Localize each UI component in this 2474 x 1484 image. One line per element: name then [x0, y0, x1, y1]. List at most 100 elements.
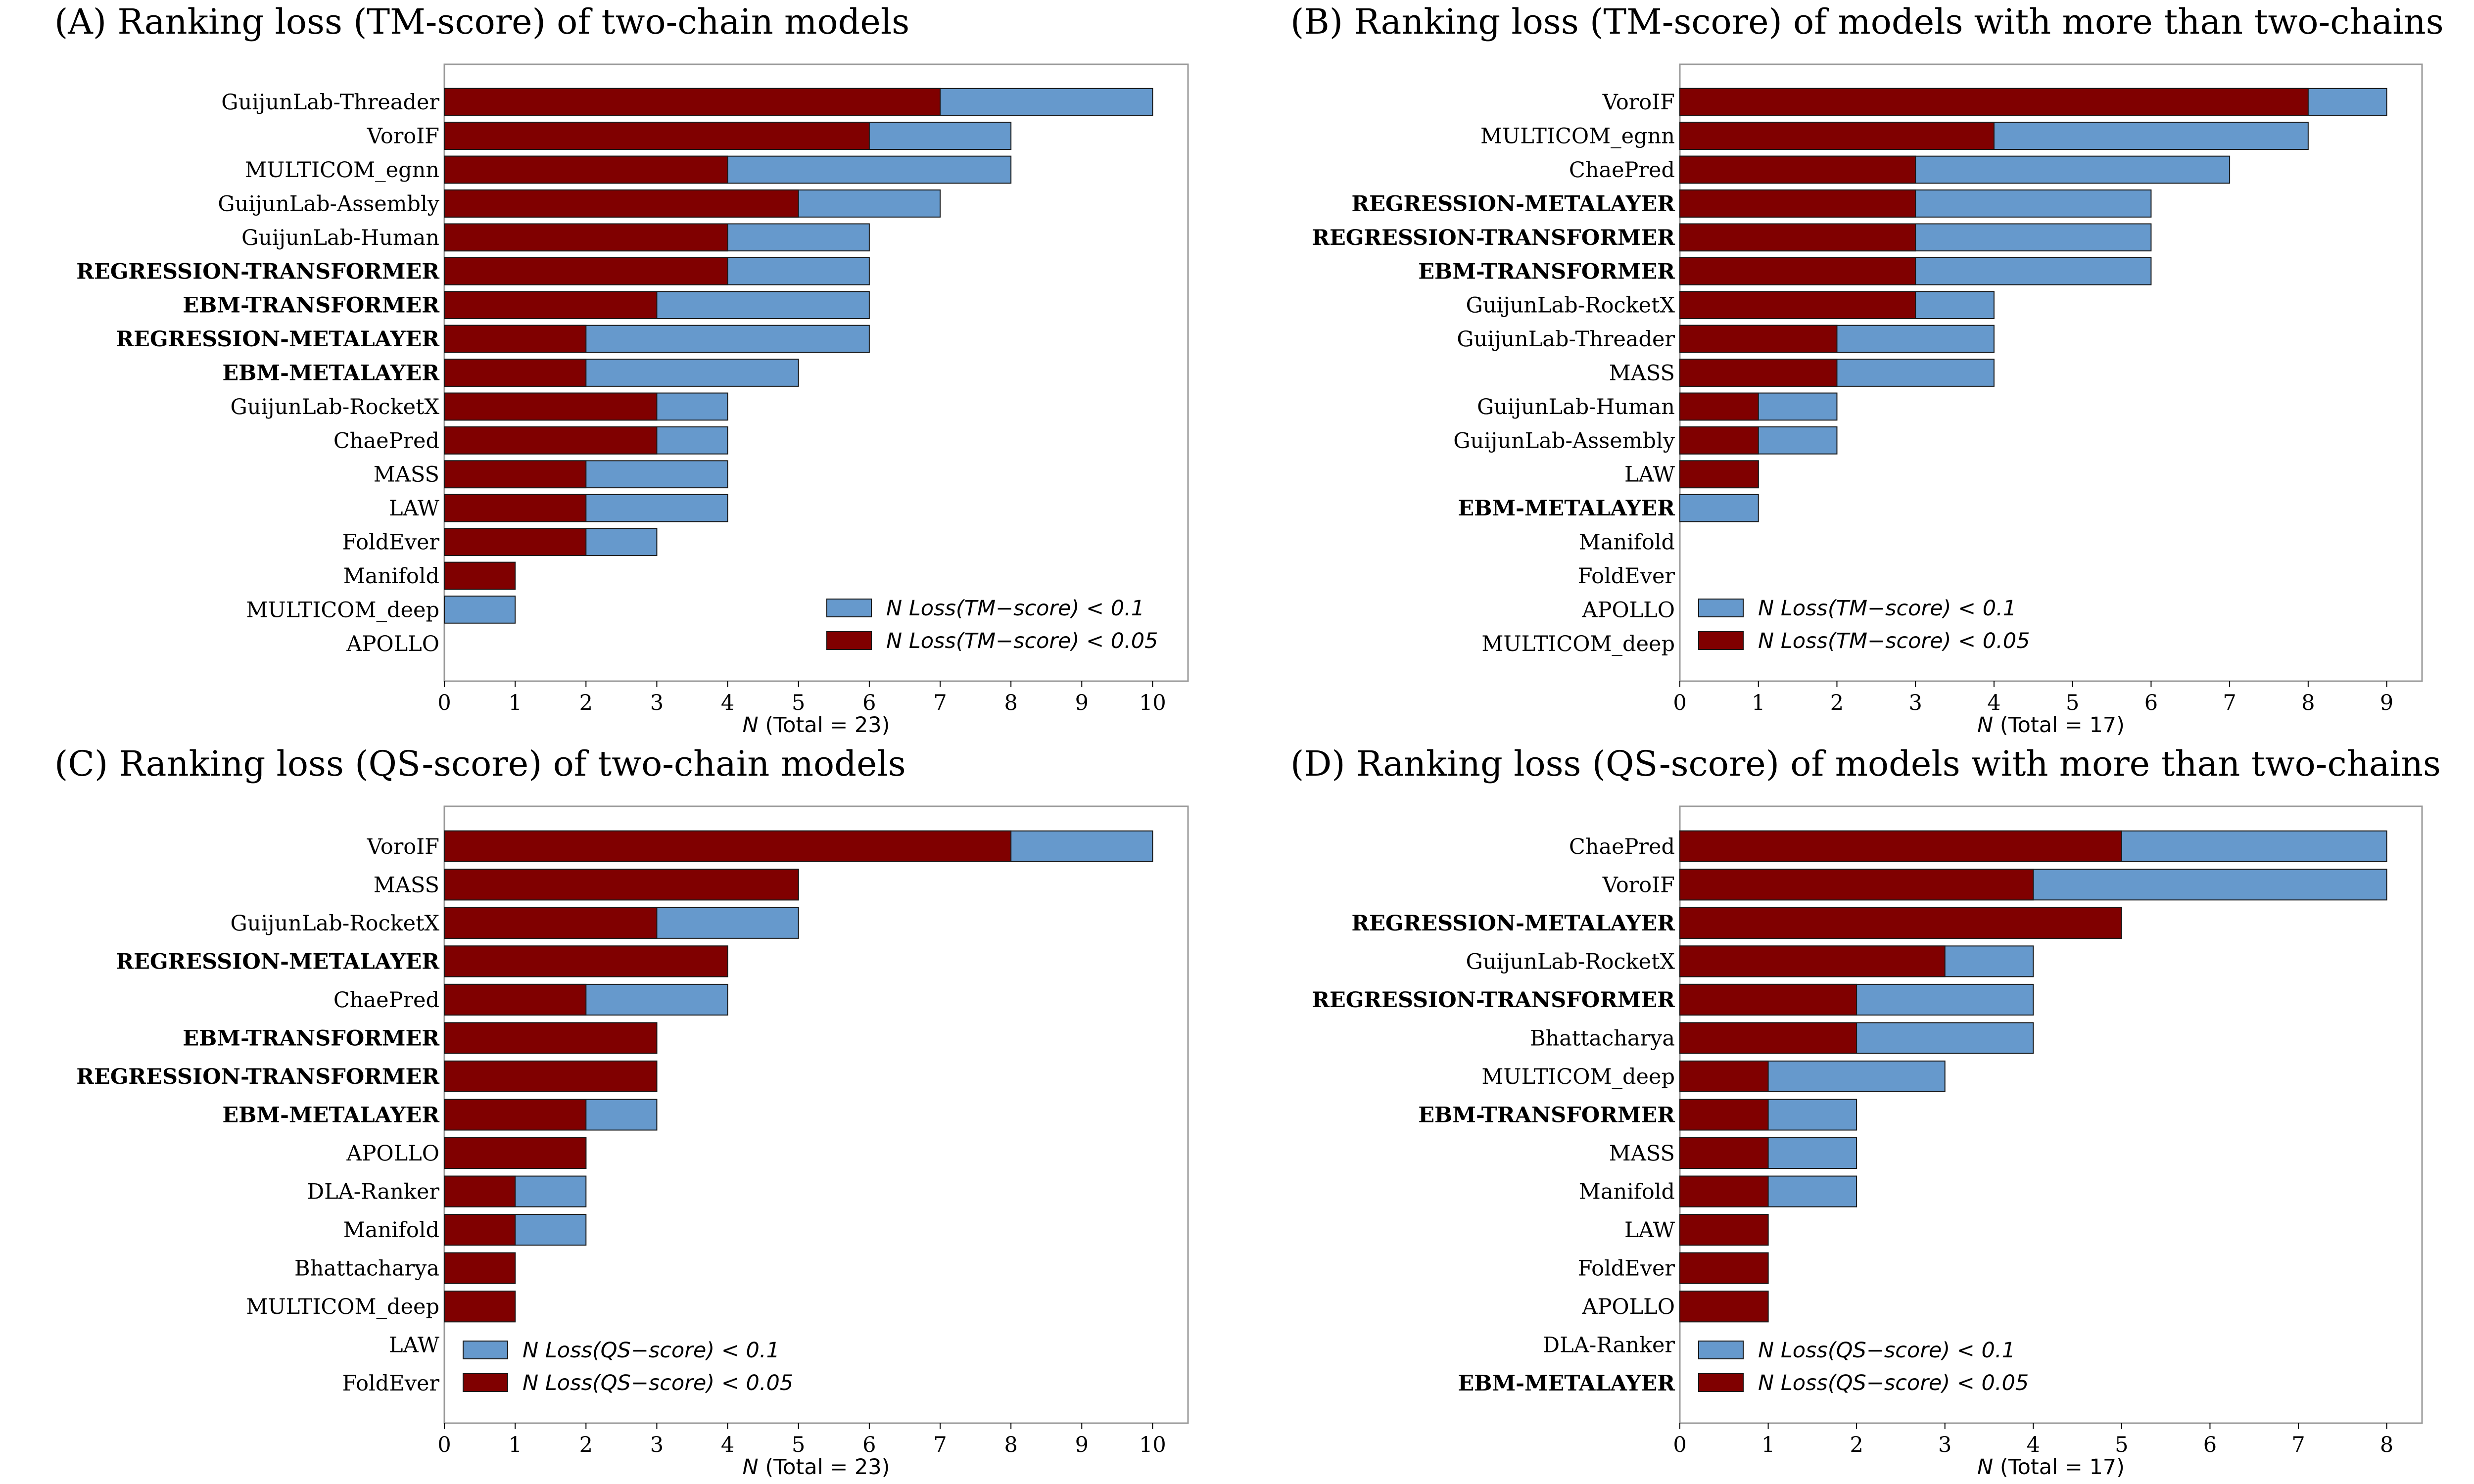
category-label: MASS [374, 463, 439, 487]
category-label: GuijunLab-RocketX [1466, 949, 1675, 974]
category-label: EBM-METALAYER [222, 1103, 439, 1128]
bar-loss-0-05 [444, 1060, 658, 1092]
category-label: APOLLO [346, 632, 439, 656]
bar-loss-0-05 [444, 426, 658, 455]
x-tick-label: 9 [1075, 691, 1089, 715]
x-tick-label: 10 [1139, 691, 1166, 715]
bar-loss-0-05 [1679, 359, 1838, 387]
x-tick-label: 1 [508, 691, 522, 715]
x-tick-label: 2 [1850, 1433, 1863, 1457]
category-label: VoroIF [367, 124, 439, 149]
legend-swatch [463, 1373, 508, 1392]
legend-swatch [1698, 1373, 1744, 1392]
category-label: EBM-TRANSFORMER [1418, 1103, 1675, 1128]
category-label: REGRESSION-TRANSFORMER [1312, 226, 1675, 250]
x-tick-label: 10 [1139, 1433, 1166, 1457]
category-label: GuijunLab-Assembly [218, 191, 439, 216]
bar-loss-0-05 [1679, 88, 2309, 116]
category-label: GuijunLab-Threader [1457, 327, 1675, 352]
category-label: VoroIF [1602, 90, 1675, 115]
legend-label: N Loss(QS−score) < 0.1 [1758, 1338, 2015, 1363]
x-tick-label: 7 [2223, 691, 2236, 715]
x-tick-label: 7 [933, 1433, 947, 1457]
x-tick-label: 8 [2301, 691, 2315, 715]
legend-swatch [1698, 1341, 1744, 1359]
bar-loss-0-05 [1679, 830, 2122, 862]
bar-loss-0-05 [444, 1137, 587, 1169]
category-label: REGRESSION-METALAYER [116, 949, 439, 974]
category-label: GuijunLab-RocketX [230, 911, 439, 936]
bar-loss-0-05 [1679, 869, 2034, 901]
x-tick-label: 2 [1830, 691, 1844, 715]
x-tick-label: 0 [437, 691, 451, 715]
bar-loss-0-05 [444, 907, 658, 939]
bar-loss-0-05 [1679, 460, 1759, 489]
bar-loss-0-05 [444, 983, 587, 1016]
x-tick-label: 3 [650, 1433, 664, 1457]
legend-swatch [826, 631, 872, 650]
x-tick-label: 7 [2291, 1433, 2305, 1457]
bar-loss-0-05 [1679, 1252, 1769, 1284]
bar-loss-0-05 [1679, 291, 1916, 320]
bar-loss-0-05 [444, 1175, 516, 1207]
category-label: GuijunLab-RocketX [230, 395, 439, 419]
legend-label: N Loss(TM−score) < 0.1 [1758, 596, 2016, 621]
legend-swatch [826, 599, 872, 617]
category-label: Manifold [1579, 530, 1675, 555]
x-tick-label: 1 [1752, 691, 1765, 715]
bar-loss-0-05 [1679, 945, 1946, 977]
bar-loss-0-05 [1679, 983, 1857, 1016]
category-label: EBM-TRANSFORMER [183, 293, 439, 318]
legend-label: N Loss(QS−score) < 0.05 [1758, 1371, 2029, 1395]
bar-loss-0-05 [444, 122, 870, 150]
bar-loss-0-05 [1679, 155, 1916, 184]
x-axis-label-symbol: N [743, 713, 759, 738]
x-tick-label: 6 [862, 691, 876, 715]
category-label: MULTICOM_deep [246, 598, 439, 622]
chart-title: (C) Ranking loss (QS-score) of two-chain… [54, 743, 906, 784]
bar-loss-0-05 [1679, 1291, 1769, 1323]
category-label: LAW [1624, 463, 1675, 487]
category-label: LAW [1624, 1218, 1675, 1243]
x-tick-label: 2 [579, 691, 593, 715]
x-tick-label: 8 [2380, 1433, 2393, 1457]
category-label: Bhattacharya [1530, 1026, 1675, 1051]
category-label: EBM-METALAYER [1458, 1371, 1675, 1396]
x-tick-label: 0 [1673, 1433, 1686, 1457]
category-label: EBM-TRANSFORMER [1418, 259, 1675, 284]
x-axis-label: N (Total = 23) [743, 713, 890, 738]
bar-loss-0-05 [1679, 1099, 1769, 1131]
category-label: MULTICOM_egnn [1480, 124, 1675, 149]
bar-loss-0-05 [444, 494, 587, 522]
x-axis-label: N (Total = 23) [743, 1455, 890, 1480]
category-label: REGRESSION-METALAYER [116, 327, 439, 352]
bar-loss-0-05 [1679, 1175, 1769, 1207]
bar-loss-0-05 [1679, 1060, 1769, 1092]
bar-loss-0-05 [444, 830, 1012, 862]
legend-label: N Loss(TM−score) < 0.05 [1758, 629, 2030, 653]
chart-title: (A) Ranking loss (TM-score) of two-chain… [54, 1, 909, 42]
x-tick-label: 5 [2066, 691, 2079, 715]
x-tick-label: 5 [792, 1433, 805, 1457]
x-tick-label: 8 [1004, 1433, 1017, 1457]
category-label: MULTICOM_deep [246, 1295, 439, 1319]
x-tick-label: 4 [2027, 1433, 2040, 1457]
legend-label: N Loss(QS−score) < 0.05 [523, 1371, 793, 1395]
x-tick-label: 5 [2115, 1433, 2128, 1457]
legend-swatch [1698, 631, 1744, 650]
category-label: VoroIF [367, 835, 439, 859]
category-label: VoroIF [1602, 873, 1675, 897]
bar-loss-0-05 [444, 223, 728, 252]
bar-loss-0-05 [1679, 1214, 1769, 1246]
category-label: MULTICOM_deep [1481, 1065, 1675, 1089]
category-label: ChaePred [1569, 835, 1675, 859]
bar-loss-0-05 [444, 1252, 516, 1284]
x-tick-label: 9 [1075, 1433, 1089, 1457]
x-tick-label: 4 [721, 1433, 734, 1457]
bar-loss-0-05 [1679, 189, 1916, 218]
chart-title: (D) Ranking loss (QS-score) of models wi… [1290, 743, 2441, 784]
chart-title: (B) Ranking loss (TM-score) of models wi… [1290, 1, 2444, 42]
x-tick-label: 0 [437, 1433, 451, 1457]
x-tick-label: 4 [1987, 691, 2000, 715]
bar-loss-0-05 [1679, 325, 1838, 353]
